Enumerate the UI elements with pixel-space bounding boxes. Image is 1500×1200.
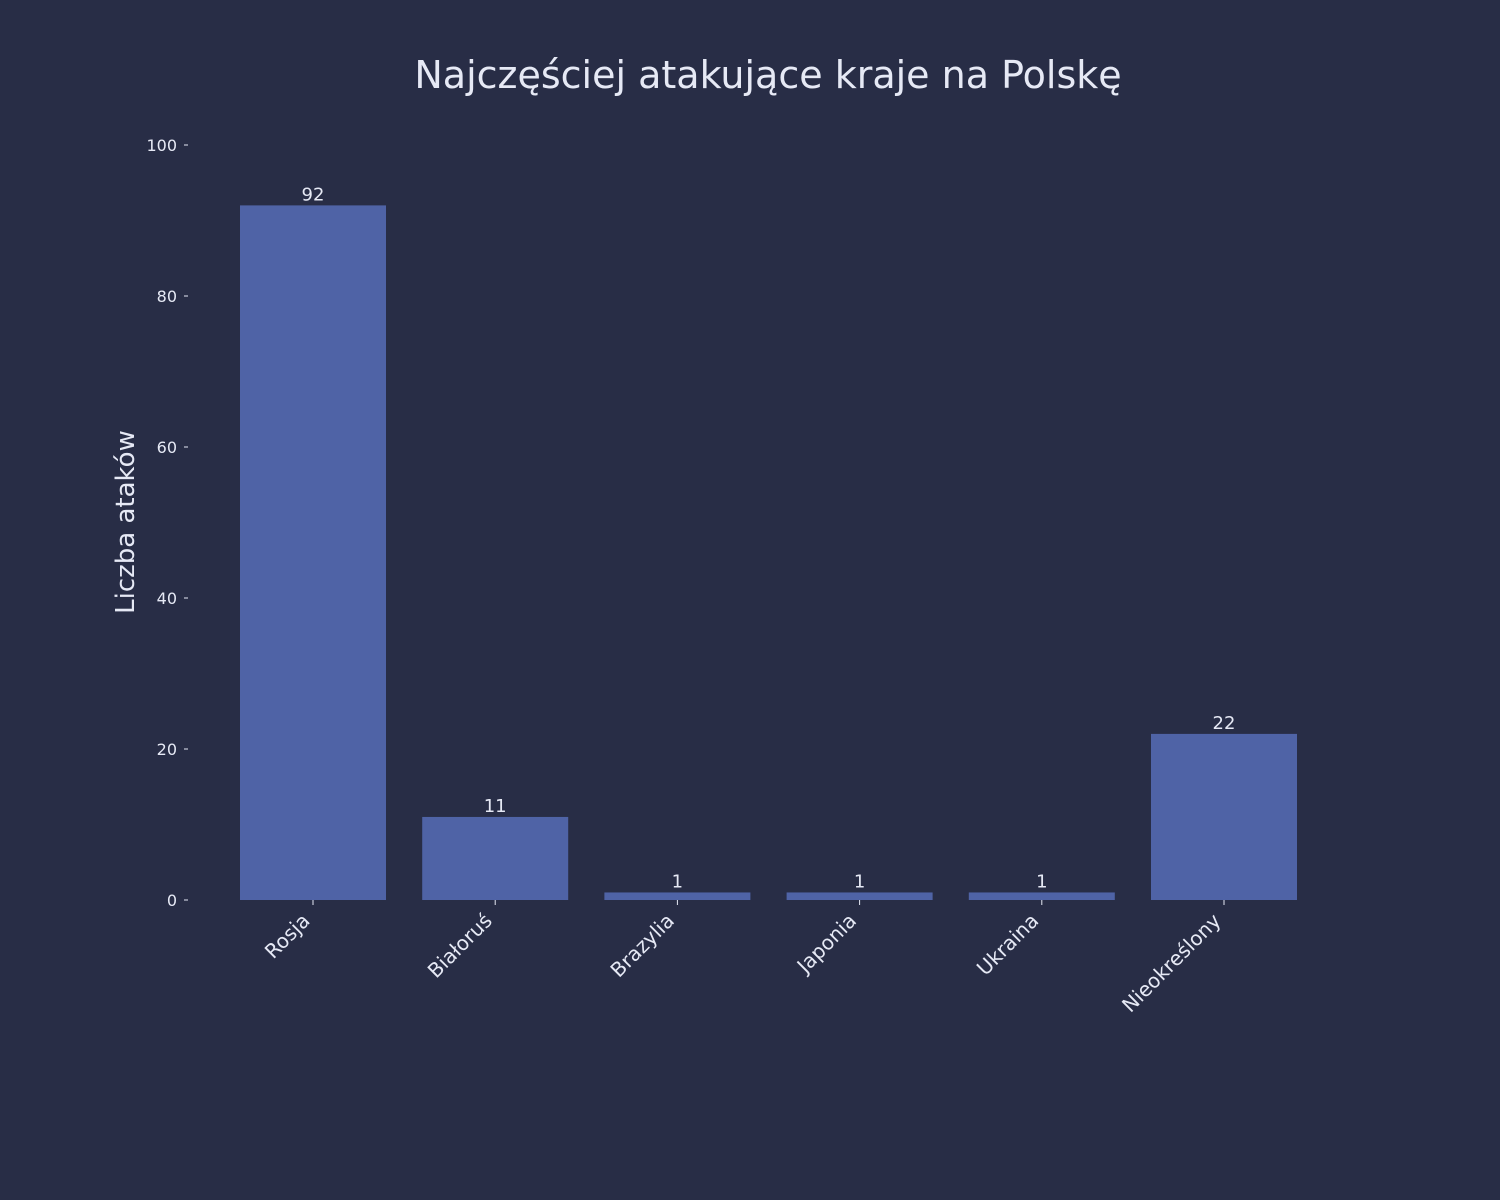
bar-2 [604, 892, 751, 900]
data-label: 11 [484, 796, 507, 817]
x-axis: Rosja Białoruś Brazylia Japonia Ukraina Nieok… [260, 900, 1226, 1017]
y-axis: 0 20 40 60 80 100 [146, 136, 188, 910]
chart-title: Najczęściej atakujące kraje na Polskę [414, 53, 1121, 97]
y-tick-label: 40 [157, 589, 177, 608]
bar-0 [240, 205, 386, 900]
x-tick-label: Brazylia [605, 909, 678, 982]
x-tick-label: Nieokreślony [1117, 908, 1226, 1017]
x-tick-label: Ukraina [972, 909, 1044, 981]
y-tick-label: 80 [157, 287, 177, 306]
y-tick-label: 60 [157, 438, 177, 457]
data-label: 1 [672, 871, 683, 892]
x-tick-label: Białoruś [423, 909, 497, 983]
y-axis-label: Liczba ataków [111, 430, 141, 614]
data-label: 1 [854, 871, 865, 892]
y-tick-label: 100 [146, 136, 177, 155]
bar-4 [968, 892, 1115, 900]
data-label: 92 [302, 184, 325, 205]
data-label: 22 [1213, 713, 1236, 734]
y-tick-label: 20 [157, 740, 177, 759]
x-tick-label: Japonia [791, 909, 861, 979]
x-tick-label: Rosja [260, 909, 315, 964]
data-label: 1 [1036, 871, 1047, 892]
bar-1 [422, 816, 569, 900]
bar-3 [786, 892, 933, 900]
bar-5 [1151, 733, 1297, 900]
y-tick-label: 0 [167, 891, 177, 910]
